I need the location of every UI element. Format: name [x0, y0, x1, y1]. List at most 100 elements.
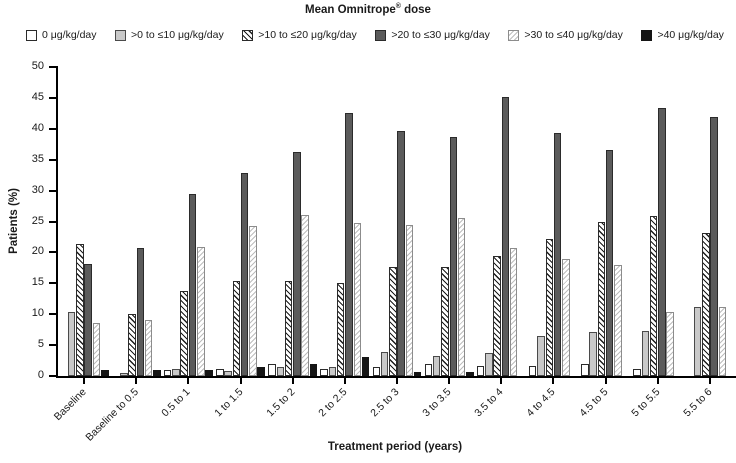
- bar-hatch-dark: [76, 244, 84, 376]
- y-tick: [49, 375, 58, 377]
- legend-item: >10 to ≤20 μg/kg/day: [242, 29, 357, 41]
- bar-hatch-dark: [702, 232, 710, 376]
- bar-darkgray: [188, 194, 197, 376]
- x-tick: [656, 378, 659, 384]
- x-tick: [708, 378, 711, 384]
- bar-white: [320, 368, 328, 376]
- bar-darkgray: [553, 132, 562, 376]
- bar-lightgray: [276, 366, 284, 376]
- bar-darkgray: [449, 137, 458, 376]
- y-tick: [49, 251, 58, 254]
- bar-white: [268, 364, 276, 376]
- bar-hatch-light: [666, 311, 674, 376]
- bar-black: [153, 369, 161, 376]
- legend-item: >20 to ≤30 μg/kg/day: [375, 29, 490, 41]
- bar-darkgray: [605, 149, 614, 376]
- bar-lightgray: [120, 372, 128, 376]
- bar-group: [423, 67, 475, 376]
- x-tick: [135, 378, 138, 384]
- bar-hatch-light: [197, 246, 205, 376]
- bar-white: [424, 363, 433, 376]
- registered-trademark-symbol: ®: [395, 3, 401, 10]
- x-tick: [83, 378, 86, 384]
- bar-hatch-light: [718, 307, 727, 376]
- bar-hatch-light: [509, 248, 518, 376]
- bar-group: [267, 67, 319, 376]
- y-tick: [49, 220, 58, 223]
- bar-darkgray: [84, 263, 92, 376]
- bar-black: [361, 357, 370, 376]
- x-tick: [291, 378, 294, 384]
- legend-swatch-white: [26, 29, 37, 41]
- bar-lightgray: [641, 330, 650, 376]
- legend-swatch-hatch-light: [508, 29, 520, 41]
- x-tick: [552, 378, 555, 384]
- bar-hatch-light: [92, 323, 101, 376]
- y-tick: [49, 313, 58, 316]
- y-tick: [49, 96, 58, 99]
- bar-group: [371, 67, 423, 376]
- bar-darkgray: [345, 113, 353, 376]
- bar-group: [527, 67, 579, 376]
- legend-label: >40 μg/kg/day: [657, 29, 724, 41]
- bar-black: [257, 367, 265, 376]
- legend-label: >0 to ≤10 μg/kg/day: [131, 29, 224, 41]
- bar-white: [581, 364, 589, 376]
- legend: 0 μg/kg/day >0 to ≤10 μg/kg/day >10 to ≤20…: [26, 29, 724, 41]
- bar-hatch-dark: [389, 266, 397, 376]
- x-tick-label: 3.5 to 4: [472, 386, 506, 420]
- bar-group: [632, 67, 684, 376]
- x-tick-label: 3 to 3.5: [420, 386, 454, 420]
- legend-label: 0 μg/kg/day: [42, 29, 97, 41]
- chart-title: Mean Omnitrope® dose: [0, 3, 736, 16]
- y-tick-label: 50: [31, 60, 44, 72]
- bar-group: [475, 67, 527, 376]
- bar-hatch-dark: [493, 255, 501, 376]
- x-tick-label: Baseline: [51, 386, 89, 423]
- plot-area: 0 5 10 15 20 25 30 35 40 45 50: [32, 60, 736, 384]
- x-tick: [187, 378, 190, 384]
- x-tick-label: 0.5 to 1: [159, 386, 193, 420]
- y-tick: [49, 66, 58, 68]
- x-tick: [343, 378, 346, 384]
- legend-swatch-darkgray: [375, 29, 387, 41]
- bar-black: [309, 363, 318, 376]
- bar-hatch-light: [457, 218, 466, 376]
- bar-hatch-dark: [597, 221, 606, 376]
- bar-lightgray: [328, 366, 337, 376]
- bar-white: [528, 365, 537, 376]
- bar-group: [684, 67, 736, 376]
- bar-lightgray: [693, 307, 702, 376]
- bar-lightgray: [432, 355, 441, 376]
- bar-hatch-dark: [441, 266, 449, 376]
- legend-item: >40 μg/kg/day: [641, 29, 724, 41]
- x-tick: [604, 378, 607, 384]
- x-axis-label: Treatment period (years): [327, 441, 463, 453]
- bar-hatch-light: [562, 258, 570, 376]
- x-tick-label: 5 to 5.5: [629, 386, 663, 420]
- x-tick-label: 2 to 2.5: [316, 386, 350, 420]
- y-tick: [49, 127, 58, 130]
- bar-black: [466, 371, 474, 376]
- bar-lightgray: [172, 369, 180, 376]
- bar-white: [476, 366, 485, 376]
- bar-lightgray: [485, 353, 493, 376]
- bar-group: [162, 67, 214, 376]
- y-tick: [49, 158, 58, 161]
- legend-item: >30 to ≤40 μg/kg/day: [508, 29, 623, 41]
- x-tick: [448, 378, 451, 384]
- y-tick-label: 35: [31, 152, 44, 165]
- y-tick-label: 20: [31, 245, 44, 258]
- legend-label: >20 to ≤30 μg/kg/day: [391, 29, 490, 41]
- y-tick-label: 15: [31, 276, 44, 289]
- x-tick-label: 5.5 to 6: [681, 386, 715, 420]
- bar-darkgray: [710, 117, 718, 376]
- y-tick-label: 0: [37, 369, 44, 381]
- bar-hatch-light: [301, 215, 309, 376]
- bar-white: [163, 369, 172, 376]
- bar-darkgray: [397, 130, 405, 376]
- bar-hatch-light: [249, 225, 257, 376]
- y-tick-label: 5: [37, 338, 44, 351]
- bar-hatch-dark: [545, 239, 554, 376]
